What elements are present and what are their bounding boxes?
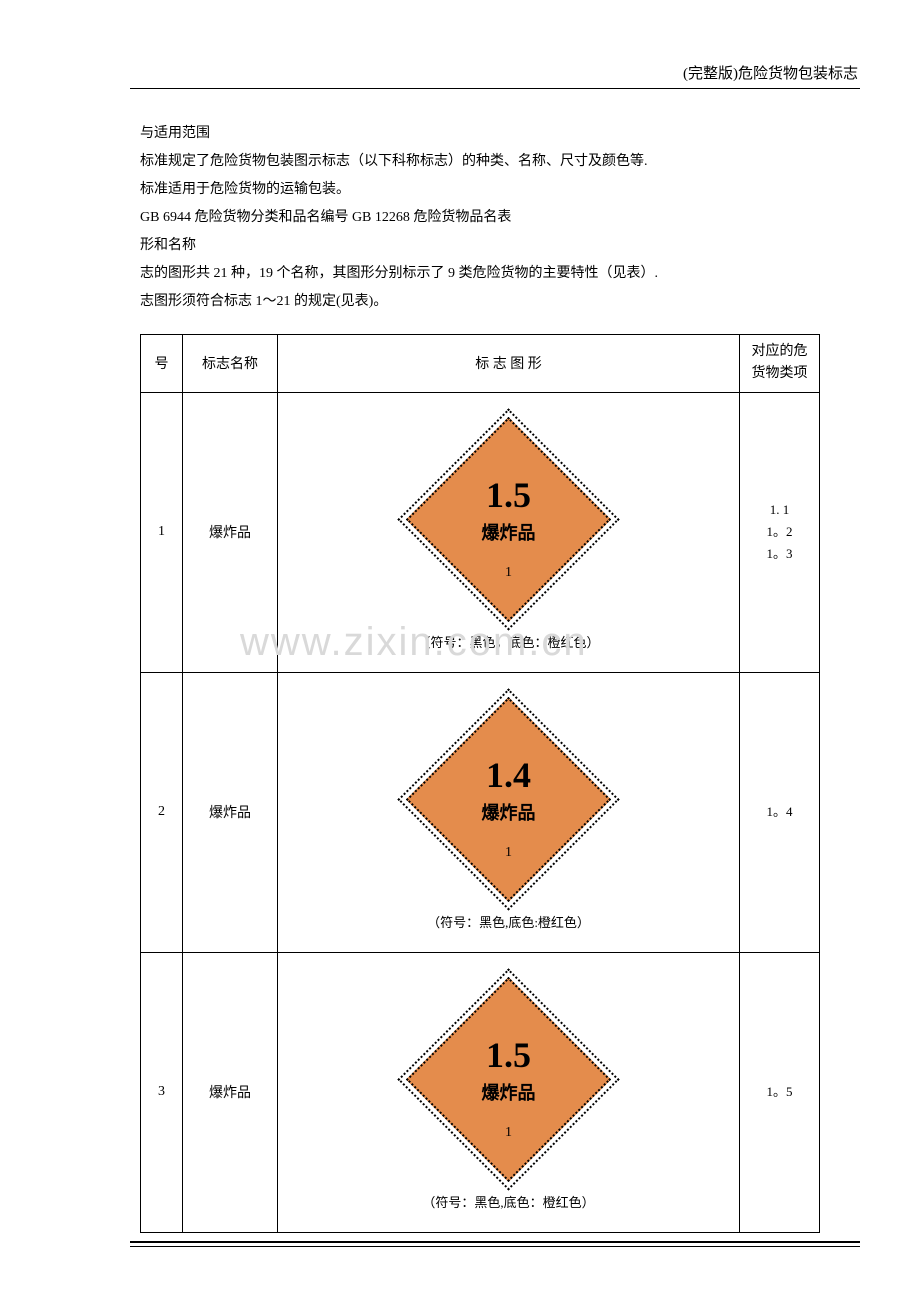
category-lines: 1. 1 1。2 1。3 bbox=[744, 499, 815, 565]
intro-line: 形和名称 bbox=[140, 232, 820, 260]
hazard-diamond-wrap: 1.4 爆炸品 1 （符号：黑色,底色:橙红色） bbox=[282, 679, 735, 946]
table-row: 3爆炸品 1.5 爆炸品 1 （符号：黑色,底色：橙红色） 1。5 bbox=[141, 952, 820, 1232]
hazard-class: 1 bbox=[505, 845, 512, 861]
col-header-category-text: 对应的危 货物类项 bbox=[752, 344, 808, 381]
row-category: 1。4 bbox=[740, 672, 820, 952]
table-row: 1爆炸品 1.5 爆炸品 1 （符号：黑色，底色：橙红色） 1. 1 1。2 1… bbox=[141, 392, 820, 672]
hazard-diamond-content: 1.5 爆炸品 1 bbox=[406, 977, 611, 1182]
intro-line: 志图形须符合标志 1～21 的规定(见表)。 bbox=[140, 288, 820, 316]
footer-rule bbox=[130, 1241, 860, 1247]
hazard-number: 1.5 bbox=[486, 1037, 531, 1073]
hazard-class: 1 bbox=[505, 565, 512, 581]
intro-line: 志的图形共 21 种，19 个名称，其图形分别标示了 9 类危险货物的主要特性（… bbox=[140, 260, 820, 288]
intro-line: GB 6944 危险货物分类和品名编号 GB 12268 危险货物品名表 bbox=[140, 204, 820, 232]
intro-text-block: 与适用范围 ﻿标准规定了危险货物包装图示标志（以下科称标志）的种类、名称、尺寸及… bbox=[140, 120, 820, 316]
row-category: 1. 1 1。2 1。3 bbox=[740, 392, 820, 672]
hazard-text: 爆炸品 bbox=[482, 1079, 536, 1105]
row-number: 2 bbox=[141, 672, 183, 952]
hazard-caption: （符号：黑色，底色：橙红色） bbox=[417, 632, 599, 651]
hazard-text: 爆炸品 bbox=[482, 519, 536, 545]
hazard-diamond-wrap: 1.5 爆炸品 1 （符号：黑色,底色：橙红色） bbox=[282, 959, 735, 1226]
table-header-row: 号 标志名称 标 志 图 形 对应的危 货物类项 bbox=[141, 335, 820, 393]
hazard-diamond: 1.5 爆炸品 1 bbox=[406, 977, 611, 1182]
header-rule bbox=[130, 88, 860, 89]
document-page: (完整版)危险货物包装标志 ﻿与适用范围 ﻿标准规定了危险货物包装图示标志（以下… bbox=[0, 0, 920, 1273]
col-header-figure: 标 志 图 形 bbox=[278, 335, 740, 393]
row-figure-cell: 1.5 爆炸品 1 （符号：黑色,底色：橙红色） bbox=[278, 952, 740, 1232]
table-row: 2爆炸品 1.4 爆炸品 1 （符号：黑色,底色:橙红色） 1。4 bbox=[141, 672, 820, 952]
col-header-number: 号 bbox=[141, 335, 183, 393]
hazard-diamond-content: 1.5 爆炸品 1 bbox=[406, 417, 611, 622]
intro-line: 标准适用于危险货物的运输包装。 bbox=[140, 176, 820, 204]
category-lines: 1。5 bbox=[744, 1081, 815, 1103]
row-number: 1 bbox=[141, 392, 183, 672]
row-label-name: 爆炸品 bbox=[183, 952, 278, 1232]
page-header-title: (完整版)危险货物包装标志 bbox=[683, 62, 858, 83]
col-header-name: 标志名称 bbox=[183, 335, 278, 393]
hazard-text: 爆炸品 bbox=[482, 799, 536, 825]
hazard-diamond-content: 1.4 爆炸品 1 bbox=[406, 697, 611, 902]
category-lines: 1。4 bbox=[744, 801, 815, 823]
hazard-class: 1 bbox=[505, 1125, 512, 1141]
hazard-diamond: 1.4 爆炸品 1 bbox=[406, 697, 611, 902]
hazard-number: 1.4 bbox=[486, 757, 531, 793]
hazard-caption: （符号：黑色,底色：橙红色） bbox=[422, 1192, 594, 1211]
hazard-diamond-wrap: 1.5 爆炸品 1 （符号：黑色，底色：橙红色） bbox=[282, 399, 735, 666]
table-body: 1爆炸品 1.5 爆炸品 1 （符号：黑色，底色：橙红色） 1. 1 1。2 1… bbox=[141, 392, 820, 1232]
hazard-diamond: 1.5 爆炸品 1 bbox=[406, 417, 611, 622]
row-figure-cell: 1.5 爆炸品 1 （符号：黑色，底色：橙红色） bbox=[278, 392, 740, 672]
intro-line: 与适用范围 bbox=[140, 120, 820, 148]
intro-line: 标准规定了危险货物包装图示标志（以下科称标志）的种类、名称、尺寸及颜色等. bbox=[140, 148, 820, 176]
row-label-name: 爆炸品 bbox=[183, 672, 278, 952]
row-number: 3 bbox=[141, 952, 183, 1232]
hazard-labels-table: 号 标志名称 标 志 图 形 对应的危 货物类项 1爆炸品 1.5 爆炸品 1 … bbox=[140, 334, 820, 1233]
hazard-caption: （符号：黑色,底色:橙红色） bbox=[427, 912, 590, 931]
row-category: 1。5 bbox=[740, 952, 820, 1232]
hazard-number: 1.5 bbox=[486, 477, 531, 513]
row-figure-cell: 1.4 爆炸品 1 （符号：黑色,底色:橙红色） bbox=[278, 672, 740, 952]
row-label-name: 爆炸品 bbox=[183, 392, 278, 672]
col-header-category: 对应的危 货物类项 bbox=[740, 335, 820, 393]
